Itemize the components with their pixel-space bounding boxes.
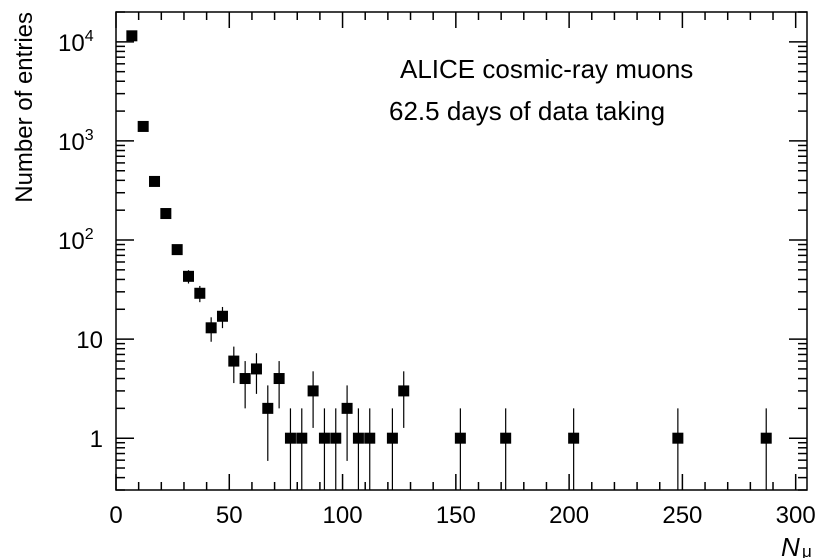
data-point <box>194 287 206 299</box>
y-axis-label: Number of entries <box>11 12 38 203</box>
data-point <box>568 432 580 444</box>
y-tick-label: 10 <box>76 327 103 354</box>
x-tick-label: 200 <box>549 502 589 529</box>
annotation-line-2: 62.5 days of data taking <box>389 96 665 126</box>
x-tick-label: 0 <box>109 502 122 529</box>
data-point <box>216 310 228 322</box>
y-tick-label: 103 <box>58 127 94 156</box>
data-point <box>500 432 512 444</box>
data-point <box>239 373 251 385</box>
data-point <box>364 432 376 444</box>
y-tick-label: 104 <box>58 28 94 57</box>
data-point <box>296 432 308 444</box>
data-point <box>307 385 319 397</box>
data-point <box>205 322 217 334</box>
data-point <box>330 432 342 444</box>
x-tick-label: 100 <box>323 502 363 529</box>
y-tick-label: 1 <box>90 426 103 453</box>
data-point <box>454 432 466 444</box>
axis-ticks <box>115 11 807 491</box>
x-tick-label: 300 <box>776 502 816 529</box>
data-point <box>160 208 172 220</box>
plot-frame <box>115 11 808 491</box>
data-point <box>672 432 684 444</box>
data-point <box>284 432 296 444</box>
x-tick-label: 250 <box>662 502 702 529</box>
data-point <box>250 363 262 375</box>
data-point <box>386 432 398 444</box>
x-tick-label: 50 <box>216 502 243 529</box>
data-point <box>760 432 772 444</box>
data-point <box>318 432 330 444</box>
data-point <box>341 402 353 414</box>
data-point <box>149 175 161 187</box>
data-point <box>273 373 285 385</box>
data-points <box>126 30 772 490</box>
x-axis-label-subscript: μ <box>802 542 812 558</box>
data-point <box>137 120 149 132</box>
data-point <box>126 30 138 42</box>
annotation-line-1: ALICE cosmic-ray muons <box>400 54 693 84</box>
data-point <box>352 432 364 444</box>
x-axis-label: N <box>781 532 800 558</box>
data-point <box>262 402 274 414</box>
data-point <box>398 385 410 397</box>
data-point <box>171 244 183 256</box>
y-tick-label: 102 <box>58 226 94 255</box>
tick-labels: 0 50 100 150 200 250 300 1 10 102 103 104 <box>58 28 816 529</box>
data-point <box>228 355 240 367</box>
data-point <box>182 270 194 282</box>
x-tick-label: 150 <box>436 502 476 529</box>
